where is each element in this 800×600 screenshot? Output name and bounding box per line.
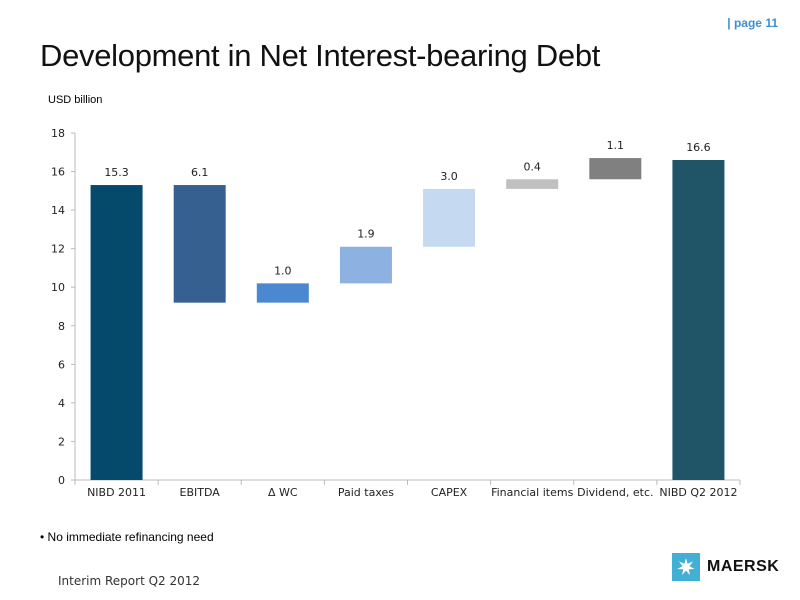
bar	[506, 179, 559, 189]
waterfall-chart: 0 2 4 6 8 10 12 14 16 18 15.3 NIBD 2011 6.1 EBITDA 1.0…	[51, 127, 741, 499]
y-tick-label: 10	[51, 281, 65, 294]
y-tick-label: 0	[58, 474, 65, 487]
page-number: | page 11	[727, 16, 778, 30]
bar	[173, 185, 226, 303]
logo-text: MAERSK	[707, 558, 780, 575]
data-label: 6.1	[191, 166, 209, 179]
x-category-label: Paid taxes	[338, 486, 394, 499]
y-tick-label: 16	[51, 166, 65, 179]
x-category-label: CAPEX	[431, 486, 468, 499]
data-label: 3.0	[440, 170, 458, 183]
data-label: 1.1	[607, 139, 625, 152]
bar	[589, 158, 642, 180]
bar	[672, 159, 725, 480]
bar	[256, 283, 309, 303]
bar	[423, 188, 476, 247]
x-category-label: Financial items	[491, 486, 574, 499]
x-category-label: EBITDA	[180, 486, 221, 499]
footer-text: Interim Report Q2 2012	[58, 574, 201, 588]
x-category-label: Δ WC	[268, 486, 298, 499]
y-tick-label: 12	[51, 243, 65, 256]
data-label: 1.0	[274, 264, 292, 277]
maersk-logo: MAERSK	[672, 553, 779, 581]
y-tick-label: 18	[51, 127, 65, 140]
bar	[90, 185, 143, 481]
data-label: 16.6	[686, 141, 711, 154]
data-label: 1.9	[357, 228, 375, 241]
x-category-label: NIBD 2011	[87, 486, 146, 499]
x-category-label: NIBD Q2 2012	[659, 486, 737, 499]
y-tick-label: 6	[58, 358, 65, 371]
data-label: 0.4	[523, 160, 541, 173]
bar	[339, 246, 392, 284]
seven-point-star-icon	[672, 553, 700, 581]
y-tick-label: 8	[58, 320, 65, 333]
bullet-text: • No immediate refinancing need	[40, 530, 214, 544]
y-tick-label: 14	[51, 204, 65, 217]
y-tick-label: 4	[58, 397, 65, 410]
data-label: 15.3	[104, 166, 129, 179]
unit-label: USD billion	[48, 94, 103, 106]
y-tick-label: 2	[58, 435, 65, 448]
x-category-label: Dividend, etc.	[577, 486, 653, 499]
page-title: Development in Net Interest-bearing Debt	[40, 38, 601, 73]
